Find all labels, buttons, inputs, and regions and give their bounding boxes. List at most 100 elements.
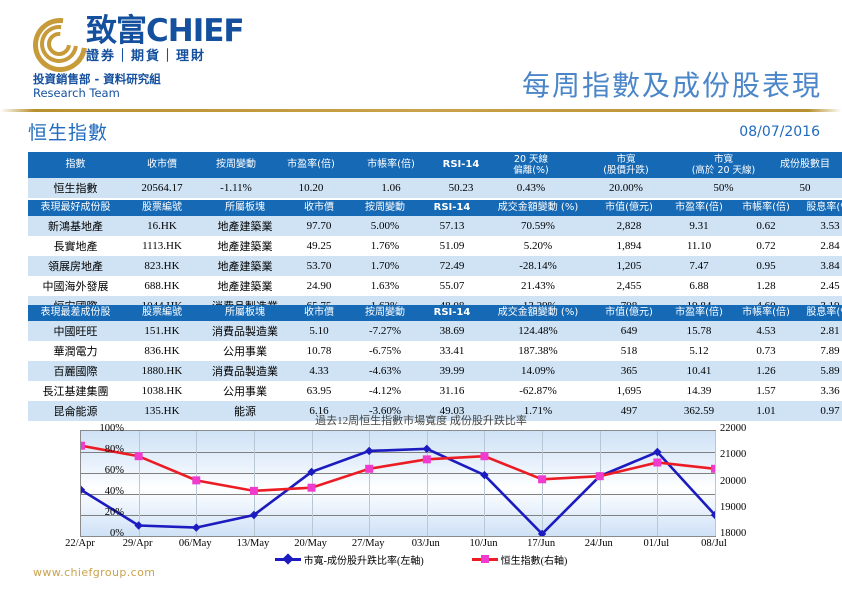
best-header-row: 表現最好成份股 股票編號 所屬板塊 收市價 按周變動 RSI-14 成交金額變動 (%) 市值… bbox=[28, 200, 842, 216]
stock-weekly-change: -4.63% bbox=[349, 361, 421, 381]
stock-rsi: 38.69 bbox=[421, 321, 483, 341]
col-1: 股票編號 bbox=[123, 305, 201, 321]
col-8: 市盈率(倍) bbox=[665, 305, 733, 321]
chart-vgridline bbox=[253, 431, 255, 536]
stock-rsi: 31.16 bbox=[421, 381, 483, 401]
y-axis-left-tick: 100% bbox=[99, 423, 125, 434]
index-name: 恒生指數 bbox=[28, 178, 123, 198]
chart-data-point bbox=[134, 452, 143, 461]
chart-data-point bbox=[480, 452, 489, 461]
stock-sector: 消費品製造業 bbox=[201, 361, 289, 381]
chart-data-point bbox=[307, 467, 316, 477]
stock-close: 24.90 bbox=[289, 276, 349, 296]
index-pe: 10.20 bbox=[271, 178, 351, 198]
index-rsi: 50.23 bbox=[431, 178, 491, 198]
col-10: 股息率(%) bbox=[799, 305, 842, 321]
legend-item: 市寬-成份股升跌比率(左軸) bbox=[274, 552, 424, 567]
col-6: 成交金額變動 (%) bbox=[483, 200, 593, 216]
brand-tagline: 證券｜期貨｜理財 bbox=[86, 49, 207, 64]
stock-close: 53.70 bbox=[289, 256, 349, 276]
stock-pb: 1.57 bbox=[733, 381, 799, 401]
chart-vgridline bbox=[138, 431, 140, 536]
stock-yield: 3.36 bbox=[799, 381, 842, 401]
stock-pe: 9.31 bbox=[665, 216, 733, 236]
chart-data-point bbox=[307, 483, 316, 492]
index-ma20-dev: 0.43% bbox=[491, 178, 571, 198]
stock-market-cap: 365 bbox=[593, 361, 665, 381]
chart-data-point bbox=[134, 521, 143, 530]
stock-market-cap: 2,828 bbox=[593, 216, 665, 236]
chart-data-point bbox=[81, 485, 86, 494]
chart-gridline bbox=[81, 494, 715, 495]
stock-yield: 7.89 bbox=[799, 341, 842, 361]
col-4: 按周變動 bbox=[349, 305, 421, 321]
stock-pb: 1.26 bbox=[733, 361, 799, 381]
chart-data-point bbox=[653, 458, 662, 467]
stock-weekly-change: -6.75% bbox=[349, 341, 421, 361]
chart-data-point bbox=[710, 510, 715, 520]
chart-vgridline bbox=[369, 431, 371, 536]
stock-sector: 地產建築業 bbox=[201, 256, 289, 276]
chart-gridline bbox=[81, 452, 715, 453]
y-axis-left-tick: 0% bbox=[110, 528, 124, 539]
stock-weekly-change: 5.00% bbox=[349, 216, 421, 236]
col-ma20-dev: 20 天線 偏離(%) bbox=[491, 152, 571, 178]
chart-data-point bbox=[422, 455, 431, 464]
stock-pb: 1.28 bbox=[733, 276, 799, 296]
chart-vgridline bbox=[542, 431, 544, 536]
stock-market-cap: 1,695 bbox=[593, 381, 665, 401]
stock-pe: 7.47 bbox=[665, 256, 733, 276]
index-close: 20564.17 bbox=[123, 178, 201, 198]
stock-weekly-change: -4.12% bbox=[349, 381, 421, 401]
y-axis-right-tick: 22000 bbox=[720, 423, 747, 434]
stock-close: 63.95 bbox=[289, 381, 349, 401]
col-pb: 市帳率(倍) bbox=[351, 152, 431, 178]
y-axis-left-tick: 80% bbox=[104, 444, 124, 455]
col-weekly-change: 按周變動 bbox=[201, 152, 271, 178]
legend-label: 恒生指數(右軸) bbox=[500, 556, 568, 567]
stock-turnover-change: 1.71% bbox=[483, 401, 593, 421]
stock-code: 1113.HK bbox=[123, 236, 201, 256]
chart-data-point bbox=[249, 510, 259, 520]
chart-vgridline bbox=[599, 431, 601, 536]
legend-item: 恒生指數(右軸) bbox=[471, 552, 568, 567]
index-breadth-price: 20.00% bbox=[571, 178, 681, 198]
chart-line-breadth bbox=[81, 447, 715, 536]
section-title: 恒生指數 bbox=[28, 122, 109, 144]
y-axis-right-tick: 20000 bbox=[720, 475, 747, 487]
stock-rsi: 39.99 bbox=[421, 361, 483, 381]
col-pe: 市盈率(倍) bbox=[271, 152, 351, 178]
stock-code: 836.HK bbox=[123, 341, 201, 361]
chart-data-point bbox=[249, 486, 258, 495]
stock-pe: 15.78 bbox=[665, 321, 733, 341]
chief-swirl-icon bbox=[22, 7, 98, 83]
table-row: 領展房地產 823.HK 地產建築業 53.70 1.70% 72.49 -28.14% 1,… bbox=[28, 256, 842, 276]
stock-turnover-change: 14.09% bbox=[483, 361, 593, 381]
x-axis-tick: 01/Jul bbox=[643, 538, 670, 549]
table-row: 恒生指數 20564.17 -1.11% 10.20 1.06 50.23 0.… bbox=[28, 178, 842, 198]
stock-rsi: 57.13 bbox=[421, 216, 483, 236]
x-axis-tick: 22/Apr bbox=[65, 538, 95, 549]
stock-pb: 4.53 bbox=[733, 321, 799, 341]
col-9: 市帳率(倍) bbox=[733, 200, 799, 216]
chart-data-point bbox=[422, 444, 432, 454]
x-axis-tick: 17/Jun bbox=[527, 538, 556, 549]
stock-yield: 2.45 bbox=[799, 276, 842, 296]
chart-data-point bbox=[537, 529, 547, 536]
table-row: 長江基建集團 1038.HK 公用事業 63.95 -4.12% 31.16 -62.87%… bbox=[28, 381, 842, 401]
chart-data-point bbox=[81, 441, 85, 450]
stock-code: 688.HK bbox=[123, 276, 201, 296]
index-constituents: 50 bbox=[766, 178, 842, 198]
stock-yield: 3.84 bbox=[799, 256, 842, 276]
stock-pe: 10.41 bbox=[665, 361, 733, 381]
stock-pb: 0.95 bbox=[733, 256, 799, 276]
col-0: 表現最好成份股 bbox=[28, 200, 123, 216]
chart-gridline bbox=[81, 473, 715, 474]
stock-code: 1880.HK bbox=[123, 361, 201, 381]
stock-sector: 消費品製造業 bbox=[201, 321, 289, 341]
stock-code: 151.HK bbox=[123, 321, 201, 341]
col-1: 股票編號 bbox=[123, 200, 201, 216]
stock-weekly-change: 1.76% bbox=[349, 236, 421, 256]
breadth-chart: 過去12周恒生指數市場寬度 成份股升跌比率 市寬-成份股升跌比率(左軸) 恒生指數… bbox=[28, 412, 814, 567]
